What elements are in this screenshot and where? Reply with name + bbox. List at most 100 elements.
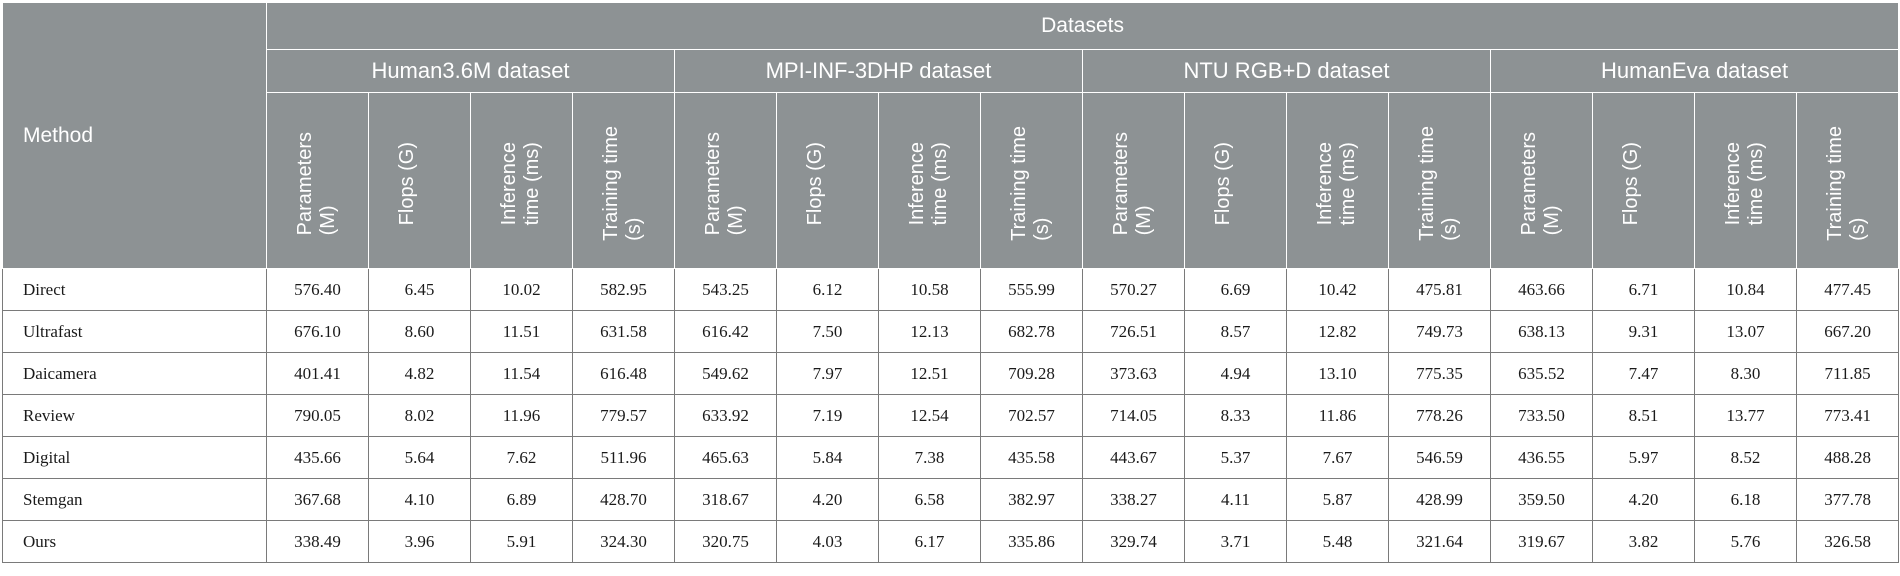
metric-header-inference-time: Inference time (ms) [1694, 92, 1797, 269]
table-cell: 436.55 [1490, 436, 1593, 479]
metric-header-parameters: Parameters (M) [674, 92, 777, 269]
dataset-header-mpi-inf-3dhp: MPI-INF-3DHP dataset [674, 49, 1083, 93]
table-cell: 428.99 [1388, 478, 1491, 521]
table-row: Ours 338.49 3.96 5.91 324.30 320.75 4.03 6.17 33… [2, 520, 1900, 563]
table-cell: 667.20 [1795, 310, 1900, 353]
table-row: Ultrafast 676.10 8.60 11.51 631.58 616.42 7.50… [2, 310, 1900, 353]
table-cell: 6.71 [1592, 268, 1695, 311]
table-cell: 702.57 [980, 394, 1083, 437]
table-cell: 12.13 [878, 310, 981, 353]
table-row: Digital 435.66 5.64 7.62 511.96 465.63 5.84 7.3… [2, 436, 1900, 479]
table-cell: 5.64 [368, 436, 471, 479]
metric-header-flops: Flops (G) [368, 92, 471, 269]
table-cell: 12.54 [878, 394, 981, 437]
table-cell: 7.97 [776, 352, 879, 395]
table-cell: 8.02 [368, 394, 471, 437]
table-cell: 9.31 [1592, 310, 1695, 353]
table-cell: 616.48 [572, 352, 675, 395]
table-cell: 463.66 [1490, 268, 1593, 311]
table-row: Review 790.05 8.02 11.96 779.57 633.92 7.19 12.… [2, 394, 1900, 437]
metric-header-label: Inference time (ms) [905, 141, 951, 226]
table-cell: 576.40 [266, 268, 369, 311]
metric-header-label: Inference time (ms) [497, 141, 543, 226]
method-name: Stemgan [2, 478, 267, 521]
metric-header-label: Flops (G) [395, 141, 418, 226]
table-cell: 338.49 [266, 520, 369, 563]
table-row: Daicamera 401.41 4.82 11.54 616.48 549.62 7.97… [2, 352, 1900, 395]
method-header: Method [2, 2, 267, 269]
method-name: Ours [2, 520, 267, 563]
metric-header-training-time: Training time (s) [1795, 92, 1900, 269]
metric-header-parameters: Parameters (M) [266, 92, 369, 269]
method-name: Daicamera [2, 352, 267, 395]
table-cell: 8.52 [1694, 436, 1797, 479]
table-cell: 377.78 [1795, 478, 1900, 521]
dataset-header-human36m: Human3.6M dataset [266, 49, 675, 93]
metric-header-label: Training time (s) [1823, 126, 1869, 241]
method-name: Direct [2, 268, 267, 311]
metric-header-parameters: Parameters (M) [1082, 92, 1185, 269]
table-cell: 543.25 [674, 268, 777, 311]
table-cell: 682.78 [980, 310, 1083, 353]
metric-header-inference-time: Inference time (ms) [470, 92, 573, 269]
metric-header-label: Parameters (M) [1517, 131, 1563, 236]
table-cell: 10.02 [470, 268, 573, 311]
table-cell: 570.27 [1082, 268, 1185, 311]
table-cell: 7.67 [1286, 436, 1389, 479]
table-cell: 546.59 [1388, 436, 1491, 479]
metric-header-label: Training time (s) [1007, 126, 1053, 241]
table-cell: 775.35 [1388, 352, 1491, 395]
table-cell: 6.69 [1184, 268, 1287, 311]
table-cell: 549.62 [674, 352, 777, 395]
table-cell: 8.30 [1694, 352, 1797, 395]
table-cell: 555.99 [980, 268, 1083, 311]
table-cell: 11.86 [1286, 394, 1389, 437]
table-cell: 6.17 [878, 520, 981, 563]
table-cell: 749.73 [1388, 310, 1491, 353]
metric-header-inference-time: Inference time (ms) [878, 92, 981, 269]
table-cell: 435.58 [980, 436, 1083, 479]
table-cell: 367.68 [266, 478, 369, 521]
table-cell: 4.20 [1592, 478, 1695, 521]
table-cell: 633.92 [674, 394, 777, 437]
table-cell: 12.51 [878, 352, 981, 395]
table-cell: 3.96 [368, 520, 471, 563]
table-cell: 7.19 [776, 394, 879, 437]
table-cell: 676.10 [266, 310, 369, 353]
table-cell: 465.63 [674, 436, 777, 479]
comparison-table: Method Datasets Human3.6M dataset MPI-IN… [2, 2, 1900, 563]
table-cell: 329.74 [1082, 520, 1185, 563]
table-cell: 8.60 [368, 310, 471, 353]
table-cell: 7.38 [878, 436, 981, 479]
metric-header-label: Parameters (M) [701, 131, 747, 236]
metric-header-parameters: Parameters (M) [1490, 92, 1593, 269]
metric-header-label: Training time (s) [599, 126, 645, 241]
table-cell: 4.03 [776, 520, 879, 563]
metric-header-flops: Flops (G) [776, 92, 879, 269]
method-name: Review [2, 394, 267, 437]
table-cell: 435.66 [266, 436, 369, 479]
metric-header-flops: Flops (G) [1184, 92, 1287, 269]
table-cell: 6.12 [776, 268, 879, 311]
table-cell: 778.26 [1388, 394, 1491, 437]
metric-header-label: Parameters (M) [1109, 131, 1155, 236]
table-cell: 582.95 [572, 268, 675, 311]
table-cell: 635.52 [1490, 352, 1593, 395]
metric-header-label: Training time (s) [1415, 126, 1461, 241]
table-cell: 12.82 [1286, 310, 1389, 353]
table-cell: 10.84 [1694, 268, 1797, 311]
table-cell: 726.51 [1082, 310, 1185, 353]
table-cell: 3.71 [1184, 520, 1287, 563]
table-cell: 5.91 [470, 520, 573, 563]
metric-header-label: Flops (G) [1619, 141, 1642, 226]
table-cell: 773.41 [1795, 394, 1900, 437]
metric-header-training-time: Training time (s) [980, 92, 1083, 269]
table-cell: 6.45 [368, 268, 471, 311]
table-cell: 382.97 [980, 478, 1083, 521]
table-cell: 10.58 [878, 268, 981, 311]
table-cell: 321.64 [1388, 520, 1491, 563]
table-cell: 6.18 [1694, 478, 1797, 521]
table-cell: 5.76 [1694, 520, 1797, 563]
table-cell: 4.10 [368, 478, 471, 521]
table-cell: 631.58 [572, 310, 675, 353]
